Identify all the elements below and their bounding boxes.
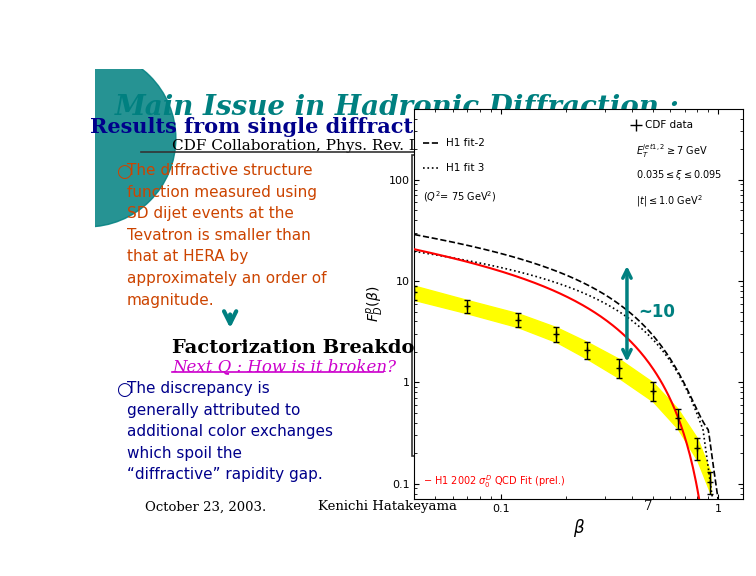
Text: Results from single diffractive (SD) dijet production: Results from single diffractive (SD) dij… [90, 117, 703, 137]
Text: ($Q^2$= 75 GeV$^2$): ($Q^2$= 75 GeV$^2$) [423, 190, 497, 204]
Text: 7: 7 [644, 501, 652, 513]
Text: H1 fit 3: H1 fit 3 [446, 163, 485, 173]
Text: The diffractive structure
function measured using
SD dijet events at the
Tevatro: The diffractive structure function measu… [127, 163, 327, 308]
Text: ○: ○ [116, 381, 132, 399]
Text: Factorization Breakdown: Factorization Breakdown [172, 339, 445, 357]
Text: October 23, 2003.: October 23, 2003. [145, 501, 266, 513]
Text: H1 fit-2: H1 fit-2 [446, 138, 485, 148]
Text: CDF data: CDF data [645, 120, 693, 130]
FancyBboxPatch shape [412, 156, 668, 456]
Text: $E_T^{jet1,2} \geq 7$ GeV: $E_T^{jet1,2} \geq 7$ GeV [637, 142, 708, 160]
Text: ○: ○ [116, 163, 132, 181]
Text: Next Q : How is it broken?: Next Q : How is it broken? [172, 358, 396, 375]
Text: ~10: ~10 [639, 302, 676, 320]
X-axis label: $\beta$: $\beta$ [572, 517, 585, 539]
Text: Main Issue in Hadronic Diffraction :: Main Issue in Hadronic Diffraction : [114, 94, 679, 121]
Text: $0.035 \leq \xi \leq 0.095$: $0.035 \leq \xi \leq 0.095$ [637, 169, 723, 183]
Circle shape [0, 50, 176, 227]
Text: The discrepancy is
generally attributed to
additional color exchanges
which spoi: The discrepancy is generally attributed … [127, 381, 333, 482]
Text: CDF Collaboration, Phys. Rev. Lett. 84, 5043-5048 (2000).: CDF Collaboration, Phys. Rev. Lett. 84, … [172, 138, 622, 153]
Text: $|t| \leq 1.0$ GeV$^2$: $|t| \leq 1.0$ GeV$^2$ [637, 193, 703, 209]
Y-axis label: $F_D^{p}(\beta)$: $F_D^{p}(\beta)$ [364, 286, 386, 323]
Text: Kenichi Hatakeyama: Kenichi Hatakeyama [318, 501, 457, 513]
Text: $-$ H1 2002 $\sigma_0^D$ QCD Fit (prel.): $-$ H1 2002 $\sigma_0^D$ QCD Fit (prel.) [423, 473, 565, 490]
